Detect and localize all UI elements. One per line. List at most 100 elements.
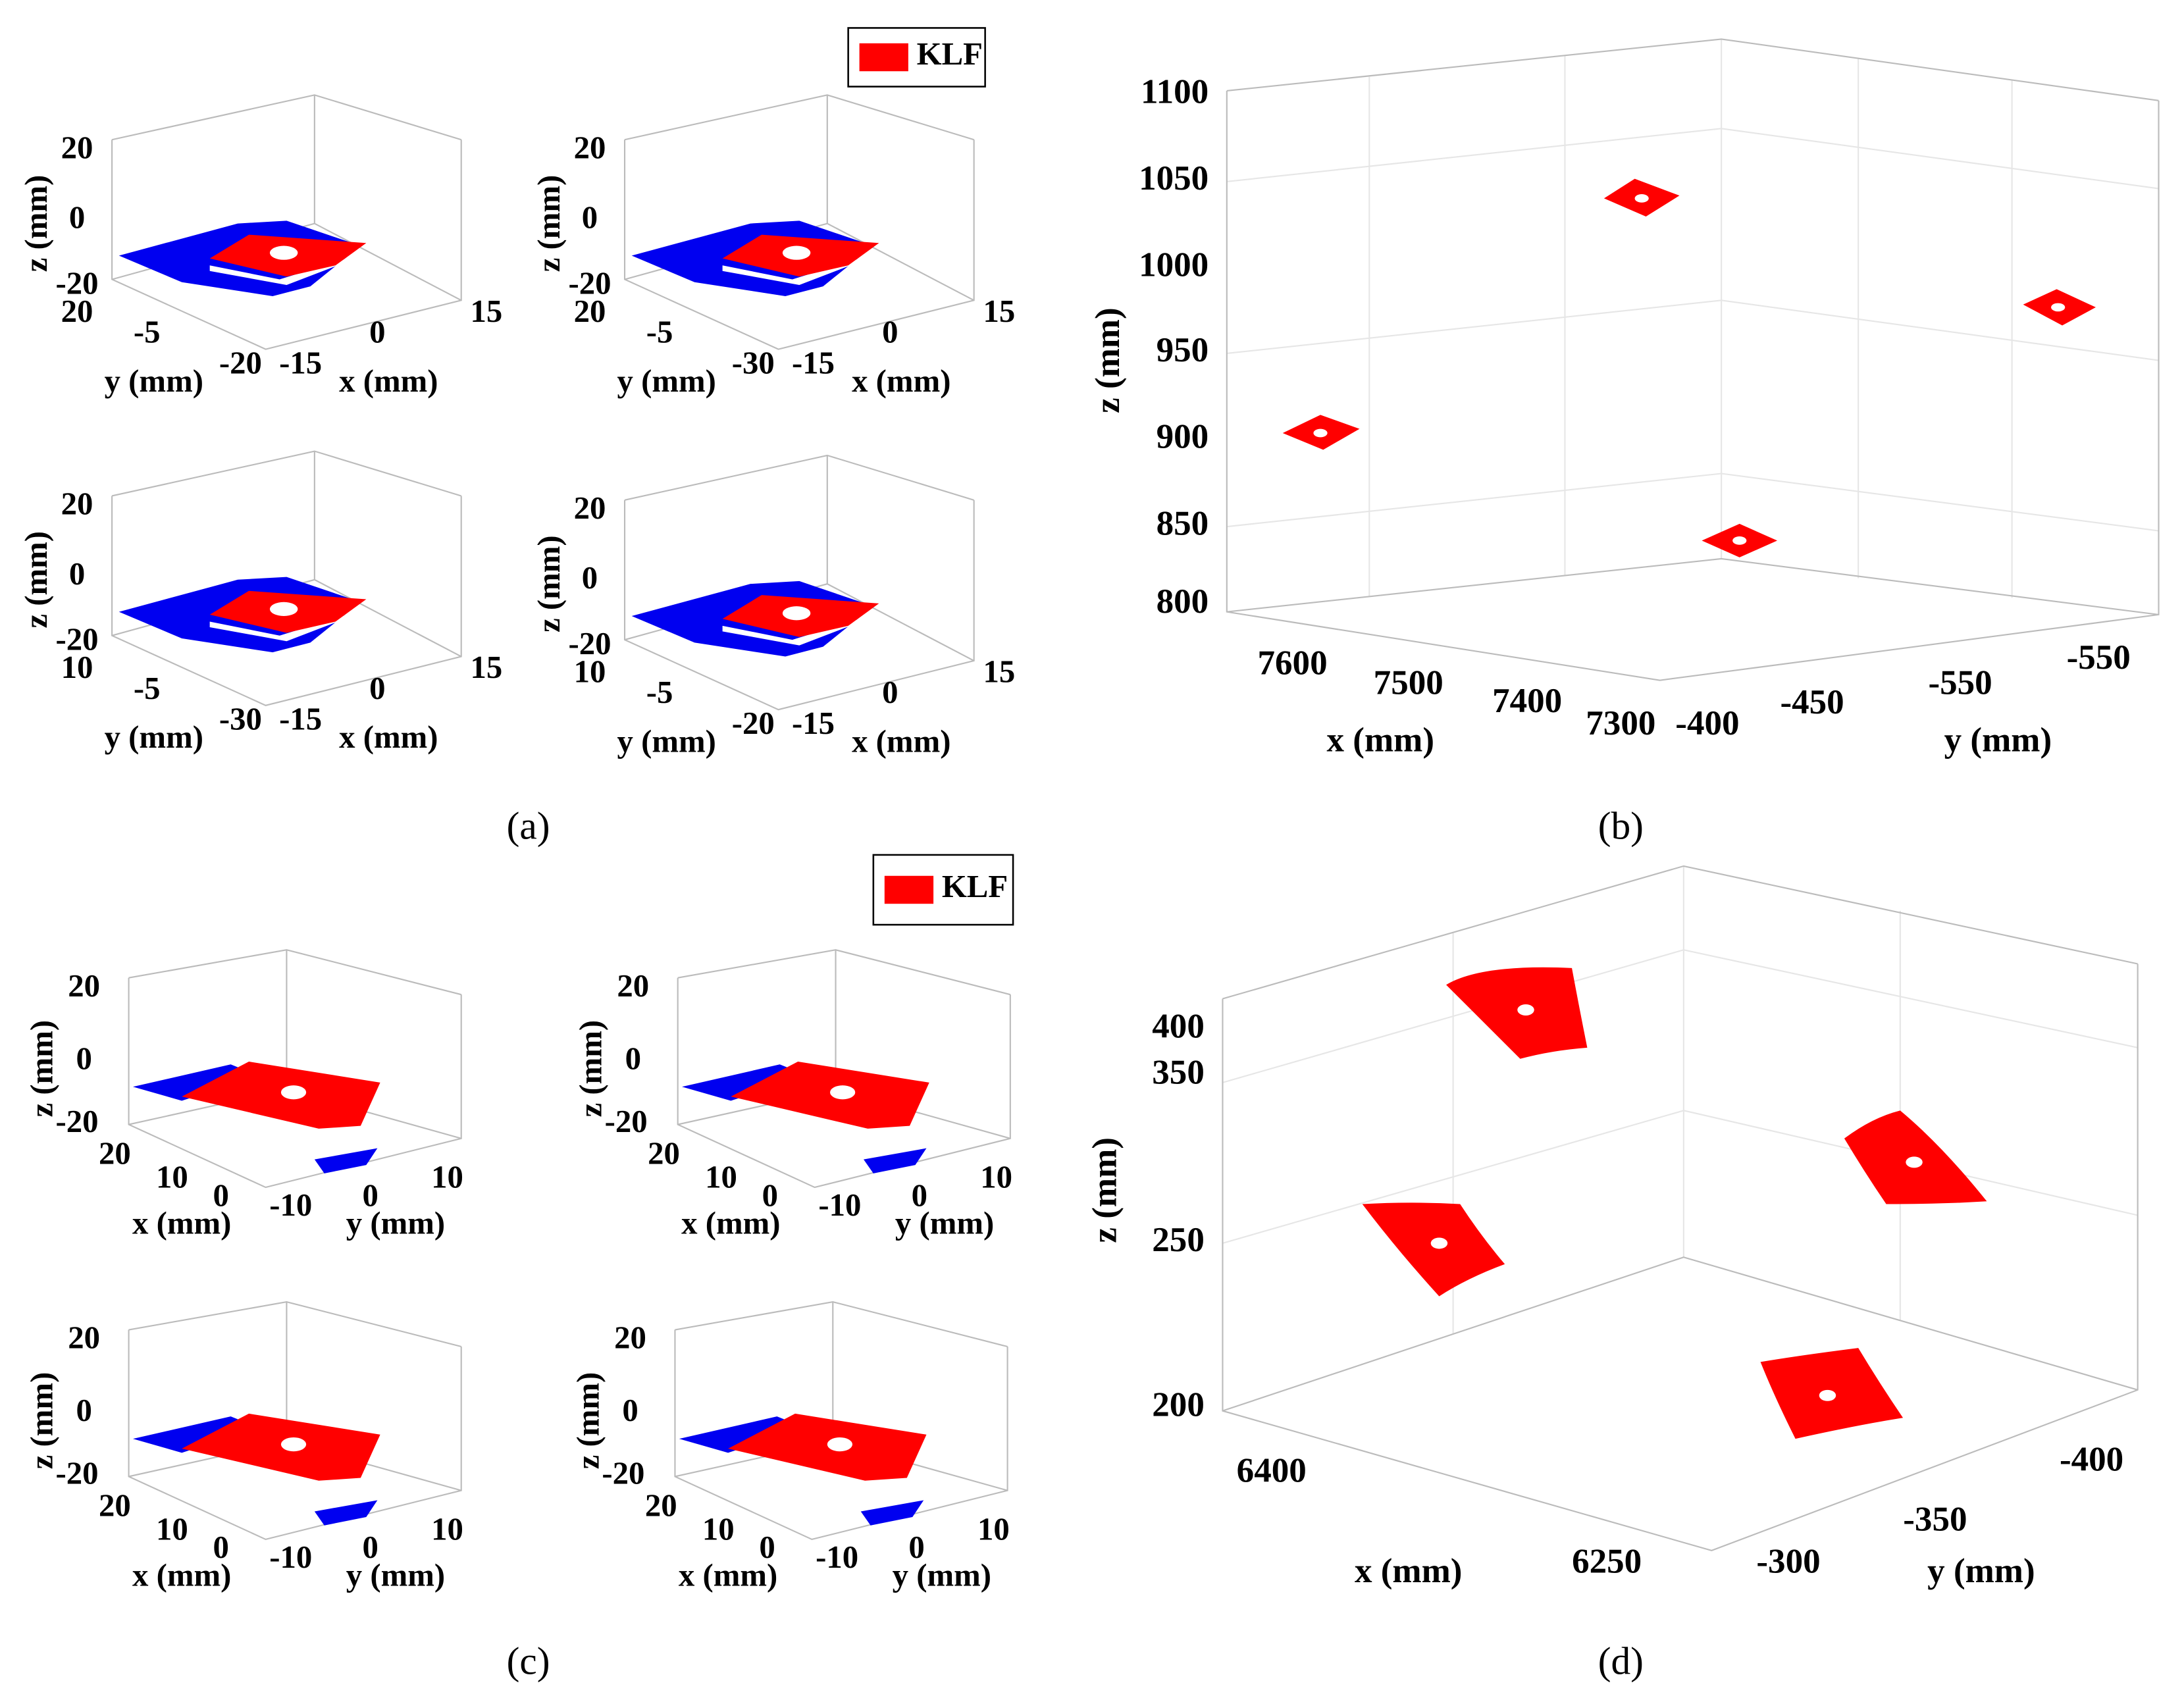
z-axis-label: z (mm): [531, 175, 567, 272]
caption: (a): [507, 804, 550, 847]
legend-label: KLF: [917, 36, 983, 72]
x-tick-label: 10: [702, 1512, 735, 1547]
caption: (b): [1598, 804, 1644, 847]
y-tick-label: -5: [134, 671, 161, 706]
legend-label: KLF: [942, 869, 1008, 904]
subplot-c1: [128, 949, 462, 1189]
y-tick-label: -5: [134, 315, 161, 350]
x-tick-label: 0: [213, 1530, 228, 1565]
z-tick-label: 0: [69, 200, 85, 236]
subplot-a3: [111, 450, 462, 706]
x-tick-label: 0: [369, 671, 385, 706]
y-tick-label: 10: [431, 1512, 463, 1547]
x-tick-label: 0: [882, 675, 898, 710]
y-tick-label: 10: [977, 1512, 1010, 1547]
y-axis-label: y (mm): [105, 363, 203, 399]
x-tick-label: -15: [279, 702, 322, 737]
subplot-c3: [128, 1301, 462, 1540]
x-axis-label: x (mm): [679, 1558, 777, 1593]
x-axis-label: x (mm): [132, 1206, 231, 1241]
z-tick-label: 0: [76, 1041, 91, 1076]
z-tick-label: 0: [582, 560, 598, 596]
x-axis-label: x (mm): [339, 363, 438, 399]
x-axis-label: x (mm): [339, 719, 438, 755]
y-axis-label: y (mm): [1927, 1552, 2035, 1590]
y-tick-label: -20: [219, 345, 262, 380]
z-tick-label: 20: [574, 130, 606, 165]
z-tick-label: 20: [574, 490, 606, 526]
x-tick-label: -15: [792, 706, 835, 741]
subplot-c2: [677, 949, 1011, 1189]
z-tick-label: 20: [61, 130, 93, 165]
x-axis-label: x (mm): [852, 723, 950, 759]
y-tick-label: 0: [363, 1530, 378, 1565]
subplot-a4: [623, 454, 975, 711]
z-tick-label: -20: [568, 626, 611, 661]
z-tick-label: 0: [582, 200, 598, 236]
z-tick-label: -20: [56, 265, 99, 301]
z-tick-label: 900: [1157, 418, 1209, 456]
legend-c: KLF: [872, 854, 1014, 926]
x-axis-label: x (mm): [681, 1206, 780, 1241]
z-axis-label: z (mm): [18, 175, 54, 272]
y-tick-label: -30: [732, 345, 775, 380]
y-tick-label: -450: [1780, 683, 1844, 721]
z-tick-label: -20: [56, 1456, 99, 1491]
x-axis-label: x (mm): [852, 363, 950, 399]
x-tick-label: 0: [213, 1177, 228, 1213]
z-axis-label: z (mm): [570, 1372, 606, 1470]
z-tick-label: 1050: [1139, 159, 1209, 197]
x-axis-label: x (mm): [1355, 1552, 1463, 1590]
x-tick-label: 20: [648, 1136, 680, 1172]
x-tick-label: 15: [471, 294, 503, 329]
y-tick-label: -20: [732, 706, 775, 741]
z-axis-label: z (mm): [1086, 1137, 1124, 1243]
y-tick-label: 0: [363, 1177, 378, 1213]
x-tick-label: 0: [762, 1177, 778, 1213]
y-axis-label: y (mm): [1944, 721, 2052, 759]
z-tick-label: 0: [625, 1041, 641, 1076]
y-tick-label: 10: [431, 1160, 463, 1195]
y-tick-label: -350: [1903, 1501, 1967, 1539]
x-tick-label: 7600: [1258, 644, 1328, 683]
x-tick-label: 10: [705, 1160, 737, 1195]
x-tick-label: -15: [279, 345, 322, 380]
x-tick-label: 0: [759, 1530, 775, 1565]
z-tick-label: 200: [1152, 1386, 1205, 1424]
x-tick-label: 15: [983, 294, 1015, 329]
y-tick-label: -550: [1928, 663, 1992, 702]
z-tick-label: 250: [1152, 1221, 1205, 1259]
y-tick-label: -400: [2060, 1440, 2123, 1478]
y-tick-label: -10: [818, 1187, 861, 1223]
y-tick-label: -30: [219, 702, 262, 737]
z-tick-label: -20: [56, 1104, 99, 1139]
y-tick-label: -5: [646, 315, 673, 350]
y-axis-label: y (mm): [346, 1206, 445, 1241]
caption: (c): [507, 1639, 550, 1683]
z-axis-label: z (mm): [18, 531, 54, 629]
y-tick-label: 10: [61, 650, 93, 685]
plot-d: [1222, 865, 2139, 1552]
z-tick-label: 0: [69, 556, 85, 592]
y-tick-label: -10: [269, 1187, 312, 1223]
subplot-a2: [623, 94, 975, 350]
y-axis-label: y (mm): [893, 1558, 991, 1593]
x-tick-label: 15: [983, 654, 1015, 689]
z-tick-label: 1100: [1141, 72, 1209, 111]
z-tick-label: 20: [614, 1320, 646, 1356]
x-axis-label: x (mm): [132, 1558, 231, 1593]
z-tick-label: 0: [76, 1393, 91, 1428]
y-tick-label: -550: [2067, 638, 2131, 677]
z-tick-label: -20: [602, 1456, 644, 1491]
x-tick-label: 10: [156, 1160, 188, 1195]
y-axis-label: y (mm): [617, 723, 716, 759]
x-tick-label: 0: [369, 315, 385, 350]
x-axis-label: x (mm): [1327, 721, 1435, 759]
z-axis-label: z (mm): [24, 1020, 59, 1118]
x-tick-label: -15: [792, 345, 835, 380]
y-tick-label: 0: [908, 1530, 924, 1565]
z-axis-label: z (mm): [573, 1020, 609, 1118]
z-tick-label: 850: [1157, 504, 1209, 542]
y-tick-label: -10: [269, 1539, 312, 1575]
